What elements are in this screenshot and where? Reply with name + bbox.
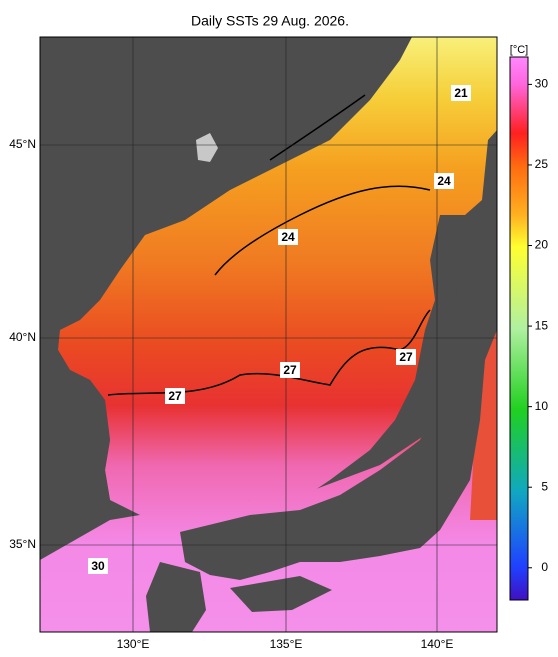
lat-label: 40°N (9, 330, 36, 344)
colorbar-tick-label: 25 (535, 157, 549, 171)
contour-label: 30 (91, 559, 105, 573)
lat-label: 35°N (9, 537, 36, 551)
contour-label: 24 (437, 174, 451, 188)
lon-label: 140°E (421, 637, 454, 651)
lon-label: 135°E (270, 637, 303, 651)
contour-label-box (451, 85, 471, 101)
graticule (40, 37, 497, 632)
korea (40, 350, 110, 550)
map-area (40, 37, 497, 632)
lat-label: 45°N (9, 137, 36, 151)
contour-label: 24 (281, 230, 295, 244)
contour-line (107, 309, 431, 396)
contour-label-box (434, 173, 454, 189)
contour-label-box (280, 362, 300, 378)
colorbar-tick-label: 15 (535, 318, 549, 332)
contour-label-box (278, 229, 298, 245)
contour-label: 27 (283, 363, 297, 377)
pacific-east (470, 330, 497, 520)
map-frame (39, 36, 498, 633)
colorbar (509, 56, 529, 601)
contour-label-box (396, 349, 416, 365)
contour-label-box (88, 558, 108, 574)
island (196, 133, 218, 162)
contour-line (214, 94, 431, 276)
colorbar-tick-label: 0 (541, 560, 548, 574)
colorbar-tick-label: 5 (541, 479, 548, 493)
title: Daily SSTs 29 Aug. 2026. (191, 13, 349, 29)
contour-label: 27 (399, 350, 413, 364)
contour-label: 21 (454, 86, 468, 100)
colorbar-tick-label: 10 (535, 399, 549, 413)
contour-label-box (165, 388, 185, 404)
lon-label: 130°E (117, 637, 150, 651)
kyushu (146, 562, 206, 632)
colorbar-tick-label: 30 (535, 77, 549, 91)
southern-sea (40, 340, 497, 632)
colorbar-tick-label: 20 (535, 238, 549, 252)
contour-label: 27 (168, 389, 182, 403)
honshu (180, 215, 497, 580)
colorbar-label: [°C] (510, 44, 528, 56)
shikoku (230, 576, 332, 612)
